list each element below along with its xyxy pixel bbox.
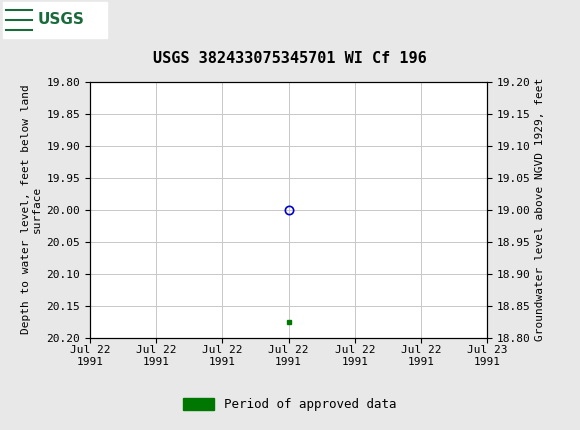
Bar (3, 2, 107, 38)
Y-axis label: Depth to water level, feet below land
surface: Depth to water level, feet below land su… (21, 85, 42, 335)
Text: USGS: USGS (38, 12, 85, 28)
Text: USGS 382433075345701 WI Cf 196: USGS 382433075345701 WI Cf 196 (153, 51, 427, 66)
Y-axis label: Groundwater level above NGVD 1929, feet: Groundwater level above NGVD 1929, feet (535, 78, 545, 341)
Legend: Period of approved data: Period of approved data (178, 393, 402, 416)
